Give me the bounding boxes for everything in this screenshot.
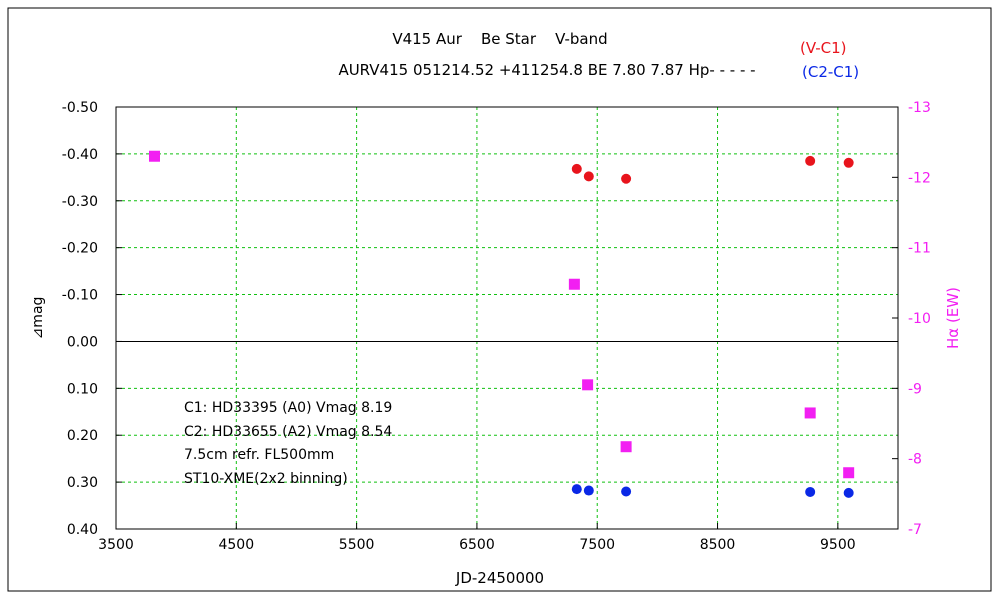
c2-c1-point xyxy=(805,486,816,497)
halpha-point xyxy=(804,407,816,419)
annotation-camera: ST10-XME(2x2 binning) xyxy=(184,471,348,487)
x-tick-label: 3500 xyxy=(98,537,134,553)
halpha-point xyxy=(568,278,580,290)
y-tick-label: 0.20 xyxy=(67,428,98,444)
grid xyxy=(115,106,898,530)
y-tick-label: 0.10 xyxy=(67,381,98,397)
x-tick-label: 9500 xyxy=(820,537,856,553)
v-c1-point xyxy=(805,155,816,166)
x-tick-label: 6500 xyxy=(459,537,495,553)
y-tick-label: -0.10 xyxy=(62,288,98,304)
y-tick-label: 0.00 xyxy=(67,334,98,350)
y-axis-label: ⊿mag xyxy=(30,297,46,340)
legend-label-v-c1: (V-C1) xyxy=(800,39,847,57)
c2-c1-point xyxy=(571,484,582,495)
y-right-tick-label: -8 xyxy=(908,452,922,468)
y-tick-label: -0.30 xyxy=(62,194,98,210)
v-c1-point xyxy=(621,173,632,184)
x-tick-label: 4500 xyxy=(218,537,254,553)
halpha-point xyxy=(148,150,160,162)
halpha-point xyxy=(620,441,632,453)
v-c1-point xyxy=(571,163,582,174)
y-right-tick-label: -9 xyxy=(908,381,922,397)
tick-labels: 3500 4500 5500 6500 7500 8500 9500 -0.50 -0.40 -0… xyxy=(62,100,931,553)
x-axis-label: JD-2450000 xyxy=(455,569,544,587)
y-right-tick-label: -10 xyxy=(908,311,931,327)
x-tick-label: 7500 xyxy=(579,537,615,553)
halpha-point xyxy=(582,379,594,391)
c2-c1-point xyxy=(843,487,854,498)
plot-area-border xyxy=(115,106,899,530)
y-tick-label: -0.20 xyxy=(62,241,98,257)
annotation-c1: C1: HD33395 (A0) Vmag 8.19 xyxy=(184,400,392,416)
annotation-c2: C2: HD33655 (A2) Vmag 8.54 xyxy=(184,424,392,440)
y-tick-label: 0.40 xyxy=(67,522,98,538)
y-right-tick-label: -7 xyxy=(908,522,922,538)
c2-c1-point xyxy=(621,486,632,497)
halpha-point xyxy=(843,467,855,479)
chart-subtitle: AURV415 051214.52 +411254.8 BE 7.80 7.87… xyxy=(338,61,755,79)
chart-title: V415 Aur Be Star V-band xyxy=(392,30,607,48)
x-tick-label: 8500 xyxy=(700,537,736,553)
y-tick-label: 0.30 xyxy=(67,475,98,491)
y-right-tick-label: -12 xyxy=(908,170,931,186)
y-tick-label: -0.50 xyxy=(62,100,98,116)
v-c1-point xyxy=(583,171,594,182)
v-c1-point xyxy=(843,157,854,168)
c2-c1-point xyxy=(583,485,594,496)
y-right-tick-label: -11 xyxy=(908,241,931,257)
outer-border xyxy=(7,7,992,592)
data-points xyxy=(148,150,855,498)
y-tick-label: -0.40 xyxy=(62,147,98,163)
x-tick-label: 5500 xyxy=(339,537,375,553)
legend-label-c2-c1: (C2-C1) xyxy=(802,63,859,81)
y-right-tick-label: -13 xyxy=(908,100,931,116)
annotation-telescope: 7.5cm refr. FL500mm xyxy=(184,447,334,463)
y-axis-right-label: Hα (EW) xyxy=(944,287,962,349)
